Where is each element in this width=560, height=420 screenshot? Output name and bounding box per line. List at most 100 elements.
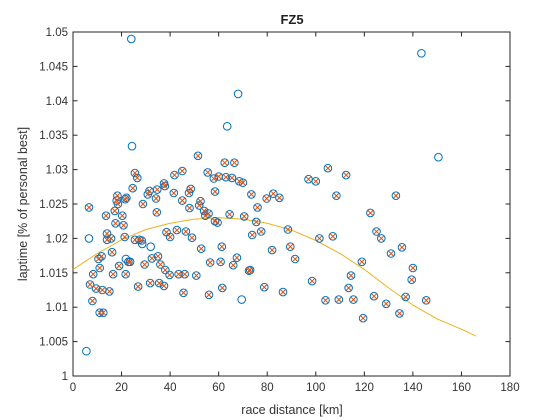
data-point-cross	[114, 192, 121, 199]
data-point-cross	[218, 243, 225, 250]
data-point-circle	[239, 212, 249, 221]
y-axis-label: laptime [% of personal best]	[16, 127, 30, 281]
data-point-circle	[169, 188, 179, 198]
data-point-cross	[276, 194, 283, 201]
plot-area	[72, 31, 511, 377]
data-point-cross	[345, 284, 352, 291]
x-tick-label: 0	[70, 382, 76, 394]
chart-title: FZ5	[280, 12, 303, 27]
data-point-cross	[139, 201, 146, 207]
data-point-circle	[179, 288, 188, 298]
data-point-circle	[386, 249, 396, 258]
data-point-circle	[321, 296, 330, 305]
data-point-circle	[244, 266, 254, 276]
data-point-cross	[322, 297, 329, 304]
data-point-cross	[350, 296, 357, 303]
data-point-circle	[161, 265, 170, 275]
data-point-circle	[127, 141, 137, 151]
data-point-circle	[121, 269, 130, 279]
data-point-circle	[97, 251, 106, 261]
data-point-circle	[216, 257, 225, 267]
data-point-circle	[238, 178, 248, 187]
data-point-circle	[228, 260, 238, 270]
data-point-cross	[383, 300, 390, 307]
data-point-circle	[253, 203, 262, 212]
data-point-cross	[156, 280, 163, 287]
data-point-cross	[399, 244, 405, 251]
data-point-circle	[196, 244, 206, 253]
data-point-cross	[173, 227, 180, 234]
data-point-circle	[407, 275, 417, 285]
data-point-circle	[408, 263, 418, 273]
x-tick-label: 160	[452, 382, 471, 394]
data-point-cross	[198, 245, 205, 252]
x-tick-label: 80	[261, 382, 274, 394]
data-point-cross	[392, 192, 399, 199]
data-point-circle	[230, 158, 239, 167]
data-point-circle	[186, 184, 195, 194]
data-point-circle	[85, 280, 95, 289]
data-point-cross	[113, 197, 120, 204]
data-point-circle	[107, 247, 117, 257]
data-point-cross	[329, 233, 336, 240]
data-point-cross	[309, 278, 316, 285]
data-point-circle	[210, 187, 220, 196]
data-point-cross	[131, 236, 138, 243]
data-point-circle	[156, 260, 165, 269]
data-point-cross	[193, 272, 200, 279]
data-point-cross	[254, 204, 261, 211]
data-point-circle	[95, 263, 104, 273]
data-point-circle	[91, 284, 101, 293]
data-point-circle	[121, 254, 131, 264]
data-point-circle	[194, 201, 204, 210]
data-point-circle	[146, 242, 155, 251]
data-point-circle	[101, 211, 111, 220]
data-point-circle	[192, 271, 201, 280]
data-point-circle	[178, 166, 187, 176]
data-point-cross	[214, 219, 221, 226]
y-tick-label: 1.005	[39, 337, 68, 349]
data-point-circle	[366, 208, 375, 218]
data-point-cross	[231, 159, 238, 166]
data-point-circle	[181, 227, 191, 236]
data-point-circle	[84, 203, 94, 212]
data-point-cross	[182, 228, 189, 235]
data-point-cross	[161, 183, 168, 190]
data-point-cross	[146, 187, 153, 194]
data-point-circle	[159, 281, 169, 291]
data-point-cross	[119, 212, 126, 219]
data-point-circle	[334, 295, 344, 304]
data-point-circle	[372, 227, 381, 236]
data-point-circle	[260, 282, 269, 292]
data-point-cross	[335, 296, 342, 303]
data-point-circle	[102, 235, 112, 245]
data-point-cross	[180, 289, 187, 296]
data-point-circle	[152, 185, 162, 194]
data-point-cross	[141, 261, 148, 268]
data-point-cross	[408, 276, 415, 283]
data-point-circle	[401, 292, 410, 302]
data-point-circle	[145, 278, 155, 288]
data-point-cross	[409, 265, 416, 271]
data-point-circle	[108, 269, 118, 279]
y-tick-label: 1.01	[46, 302, 68, 314]
data-point-cross	[360, 315, 367, 322]
data-point-cross	[167, 234, 174, 240]
data-point-circle	[127, 34, 136, 44]
data-point-cross	[86, 204, 92, 211]
data-point-circle	[119, 221, 128, 230]
data-point-circle	[381, 299, 391, 309]
data-point-circle	[130, 168, 140, 178]
data-point-cross	[269, 247, 276, 254]
data-point-cross	[247, 267, 254, 274]
data-point-circle	[328, 232, 338, 241]
data-point-cross	[280, 289, 286, 296]
data-point-cross	[230, 262, 237, 269]
data-point-cross	[161, 282, 167, 289]
data-point-circle	[344, 283, 353, 293]
data-point-circle	[172, 225, 182, 235]
data-point-circle	[105, 287, 114, 296]
data-point-circle	[417, 49, 426, 58]
data-point-cross	[93, 285, 100, 292]
data-point-cross	[157, 261, 164, 268]
